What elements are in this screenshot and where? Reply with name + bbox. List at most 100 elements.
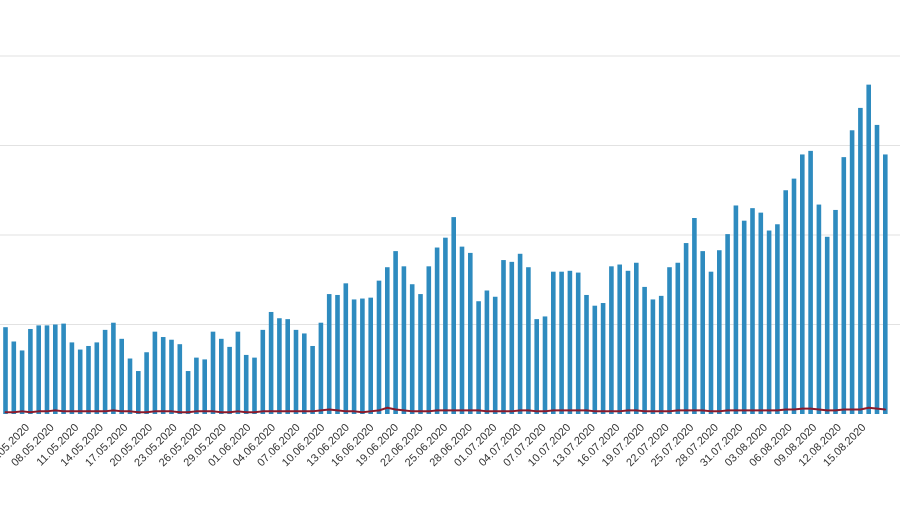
line-point (120, 410, 123, 413)
line-point (801, 407, 804, 410)
bar (468, 252, 473, 414)
line-point (212, 410, 214, 413)
bar (3, 327, 8, 414)
bar (708, 271, 714, 414)
bar (816, 204, 822, 414)
bar (658, 295, 664, 414)
line-point (818, 408, 820, 411)
bar (791, 178, 797, 414)
bar (783, 190, 788, 414)
line-point (851, 408, 853, 411)
bar (559, 271, 564, 414)
line-point (21, 410, 23, 413)
line-point (112, 409, 115, 412)
bar (277, 318, 282, 414)
bar (36, 325, 41, 414)
line-point (137, 411, 140, 414)
bar (69, 342, 75, 414)
bar (202, 359, 207, 414)
bar (874, 124, 880, 415)
line-point (652, 410, 654, 413)
line-point (29, 411, 32, 414)
bar (194, 357, 199, 414)
bar (866, 84, 871, 414)
bar (451, 217, 456, 414)
line-point (618, 410, 621, 413)
bar (418, 294, 423, 414)
line-point (162, 410, 165, 413)
bar-series (3, 84, 888, 415)
line-point (320, 409, 322, 412)
line-point (560, 409, 563, 412)
bar (243, 354, 249, 414)
line-point (261, 410, 264, 413)
line-point (859, 408, 862, 411)
line-series (4, 406, 887, 414)
line-point (95, 410, 98, 413)
line-point (768, 409, 770, 412)
bar (285, 319, 290, 414)
line-point (237, 410, 239, 413)
bar (219, 338, 224, 414)
bar (841, 157, 847, 414)
bar (642, 286, 647, 414)
line-point (710, 410, 712, 413)
bar (28, 328, 33, 414)
line-point (195, 410, 198, 413)
bar (833, 209, 838, 414)
line-point (369, 410, 372, 413)
bar (385, 267, 390, 414)
bar (268, 311, 274, 414)
line-point (87, 410, 90, 413)
line-point (593, 410, 596, 413)
line-point (477, 409, 480, 412)
bar (725, 234, 730, 414)
line-point (104, 410, 106, 413)
line-point (270, 410, 272, 413)
bar (609, 266, 614, 414)
line-point (54, 409, 57, 412)
bar (44, 325, 50, 414)
line-point (660, 410, 663, 413)
line-point (602, 410, 604, 413)
bar (459, 246, 465, 414)
line-point (759, 409, 762, 412)
bar (534, 319, 539, 414)
bar (824, 236, 830, 414)
line-point (419, 410, 422, 413)
line-point (220, 411, 223, 414)
gridlines (0, 55, 900, 325)
bar (434, 247, 440, 414)
bar (501, 260, 506, 414)
bar (808, 150, 813, 414)
bar (160, 337, 166, 414)
bar (401, 266, 407, 414)
bar (484, 290, 490, 414)
bar (634, 262, 639, 414)
bar (650, 299, 656, 414)
line-point (46, 410, 48, 413)
bar (169, 339, 174, 414)
bar (766, 230, 772, 414)
bar (326, 294, 332, 414)
line-point (436, 409, 438, 412)
line-point (569, 409, 571, 412)
bar (136, 371, 141, 414)
line-point (79, 410, 82, 413)
bar (77, 349, 83, 414)
bar (318, 322, 324, 414)
line-point (519, 409, 521, 412)
bar (600, 303, 606, 414)
bar (567, 270, 573, 414)
line-point (510, 410, 513, 413)
line-point (469, 409, 472, 412)
bar (492, 296, 498, 414)
line-point (178, 411, 181, 414)
bar (177, 344, 183, 414)
line-point (278, 410, 281, 413)
line-point (154, 410, 156, 413)
line-point (344, 410, 347, 413)
line-point (735, 409, 737, 412)
line-point (311, 410, 314, 413)
line-point (303, 410, 306, 413)
